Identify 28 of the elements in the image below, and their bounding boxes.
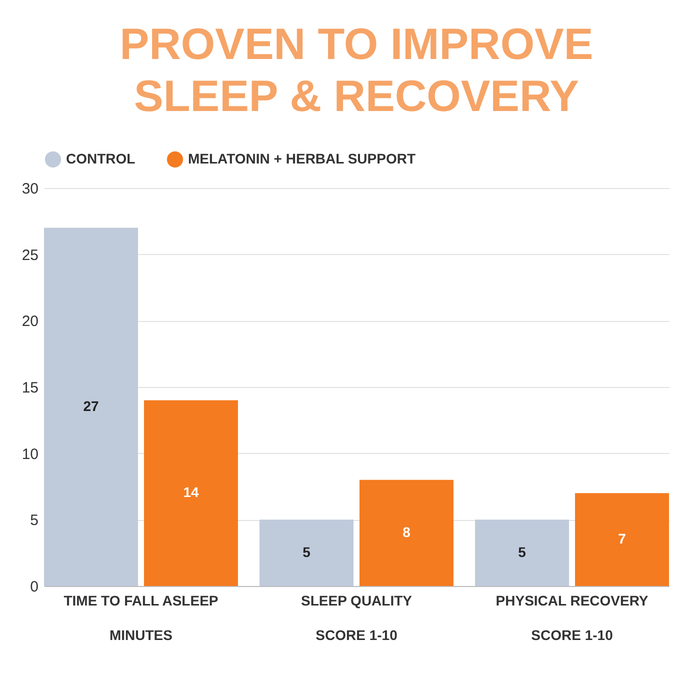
data-label: 14: [183, 484, 199, 500]
bar: [360, 480, 454, 586]
y-tick-label: 10: [22, 446, 38, 463]
y-tick-label: 15: [22, 380, 38, 396]
x-tick-label: PHYSICAL RECOVERY: [496, 592, 649, 608]
y-tick-label: 5: [30, 512, 38, 530]
chart-title: PROVEN TO IMPROVE SLEEP & RECOVERY: [120, 20, 594, 121]
data-label: 5: [518, 544, 526, 560]
data-label: 27: [83, 398, 99, 414]
y-tick-label: 30: [22, 180, 38, 198]
data-label: 7: [618, 530, 626, 547]
bar: [44, 228, 138, 586]
text: MINUTES: [109, 627, 172, 643]
x-tick-label: TIME TO FALL ASLEEP: [64, 592, 218, 608]
bar: [144, 400, 238, 586]
data-label: 8: [402, 524, 411, 540]
y-tick-label: 0: [30, 578, 38, 596]
x-tick-label: SLEEP QUALITY: [301, 592, 413, 608]
text: SCORE 1-10: [531, 627, 614, 643]
legend-label: CONTROL: [66, 150, 136, 166]
bar: [475, 520, 570, 586]
data-label: 5: [302, 544, 311, 560]
bar: [260, 520, 354, 586]
y-tick-label: 25: [22, 246, 38, 264]
text: SCORE 1-10: [316, 627, 398, 643]
legend-label: MELATONIN + HERBAL SUPPORT: [188, 150, 416, 166]
y-tick-label: 20: [22, 313, 38, 330]
bar: [575, 493, 669, 586]
